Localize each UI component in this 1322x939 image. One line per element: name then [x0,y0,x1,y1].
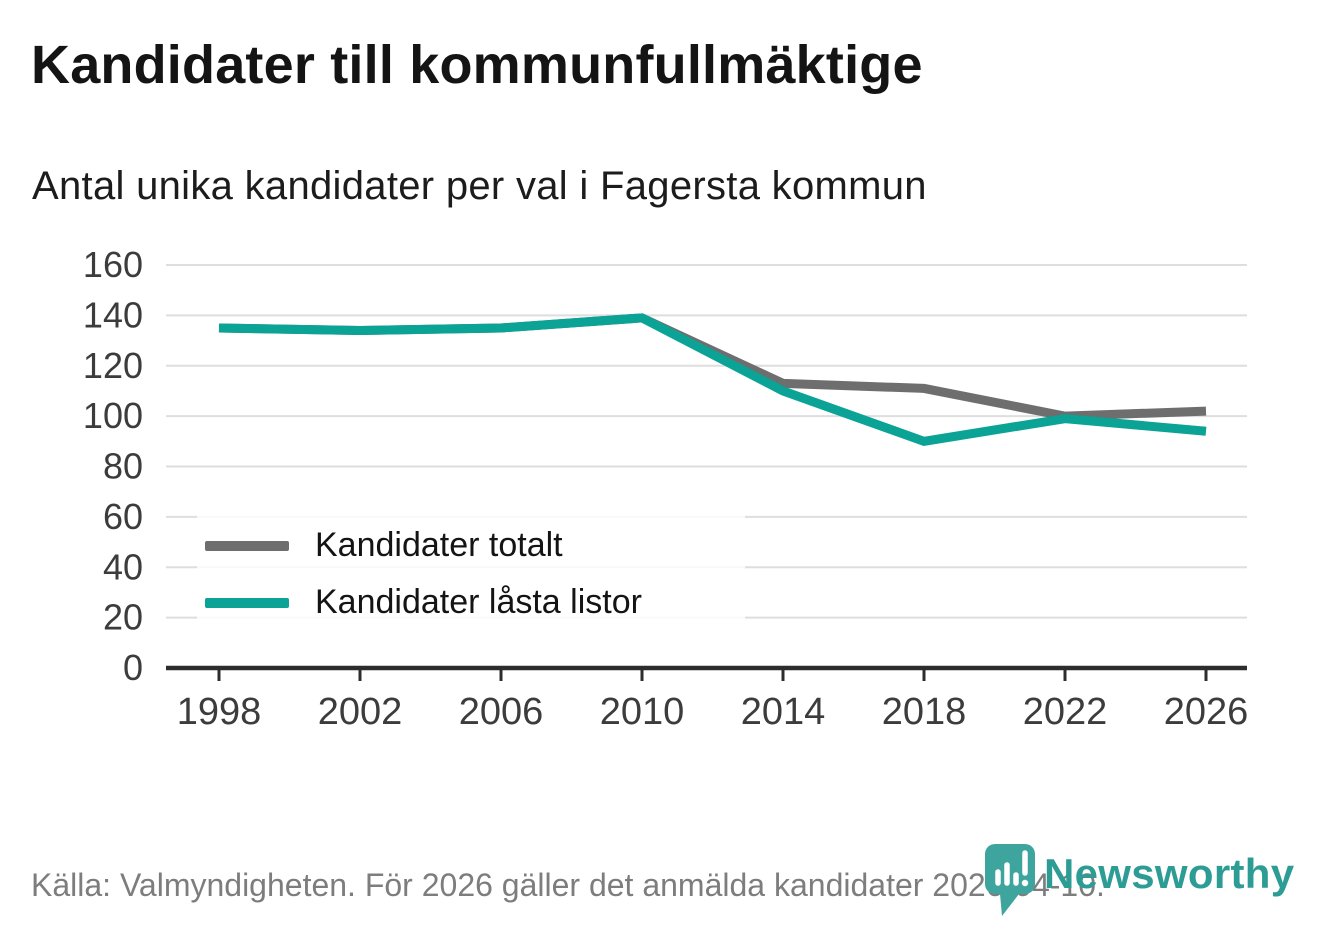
page-subtitle: Antal unika kandidater per val i Fagerst… [32,164,927,208]
y-axis-labels: 0 20 40 60 80 100 120 140 160 [83,244,143,688]
svg-text:2002: 2002 [318,691,403,733]
legend: Kandidater totalt Kandidater låsta listo… [197,512,745,639]
svg-text:80: 80 [103,446,143,487]
newsworthy-logo: Newsworthy [983,842,1294,926]
svg-text:2006: 2006 [459,691,544,733]
svg-text:140: 140 [83,294,143,335]
page-title: Kandidater till kommunfullmäktige [31,35,923,95]
legend-label: Kandidater låsta listor [315,583,642,621]
brand-name: Newsworthy [1044,850,1295,897]
svg-text:2026: 2026 [1164,691,1249,733]
svg-text:2014: 2014 [741,691,826,733]
pin-bars-icon [995,850,1028,886]
series-swatch-totalt [205,540,289,551]
legend-item-lasta-listor: Kandidater låsta listor [205,574,745,631]
svg-text:40: 40 [103,546,143,587]
series-swatch-lasta-listor [205,597,289,608]
svg-text:2018: 2018 [882,691,967,733]
newsworthy-pin-icon [985,844,1035,916]
legend-item-totalt: Kandidater totalt [205,517,745,574]
svg-text:100: 100 [83,395,143,436]
source-note: Källa: Valmyndigheten. För 2026 gäller d… [31,867,1105,903]
svg-text:0: 0 [123,647,143,688]
series-line-1 [218,313,1207,446]
svg-text:20: 20 [103,597,143,638]
pin-exclamation-dot [1021,879,1029,887]
svg-text:120: 120 [83,345,143,386]
svg-text:2022: 2022 [1023,691,1108,733]
svg-text:160: 160 [83,244,143,285]
svg-text:60: 60 [103,496,143,537]
svg-text:1998: 1998 [177,691,262,733]
legend-label: Kandidater totalt [315,526,563,564]
svg-text:2010: 2010 [600,691,685,733]
x-axis: 1998 2002 2006 2010 2014 2018 2022 2026 [166,665,1249,733]
